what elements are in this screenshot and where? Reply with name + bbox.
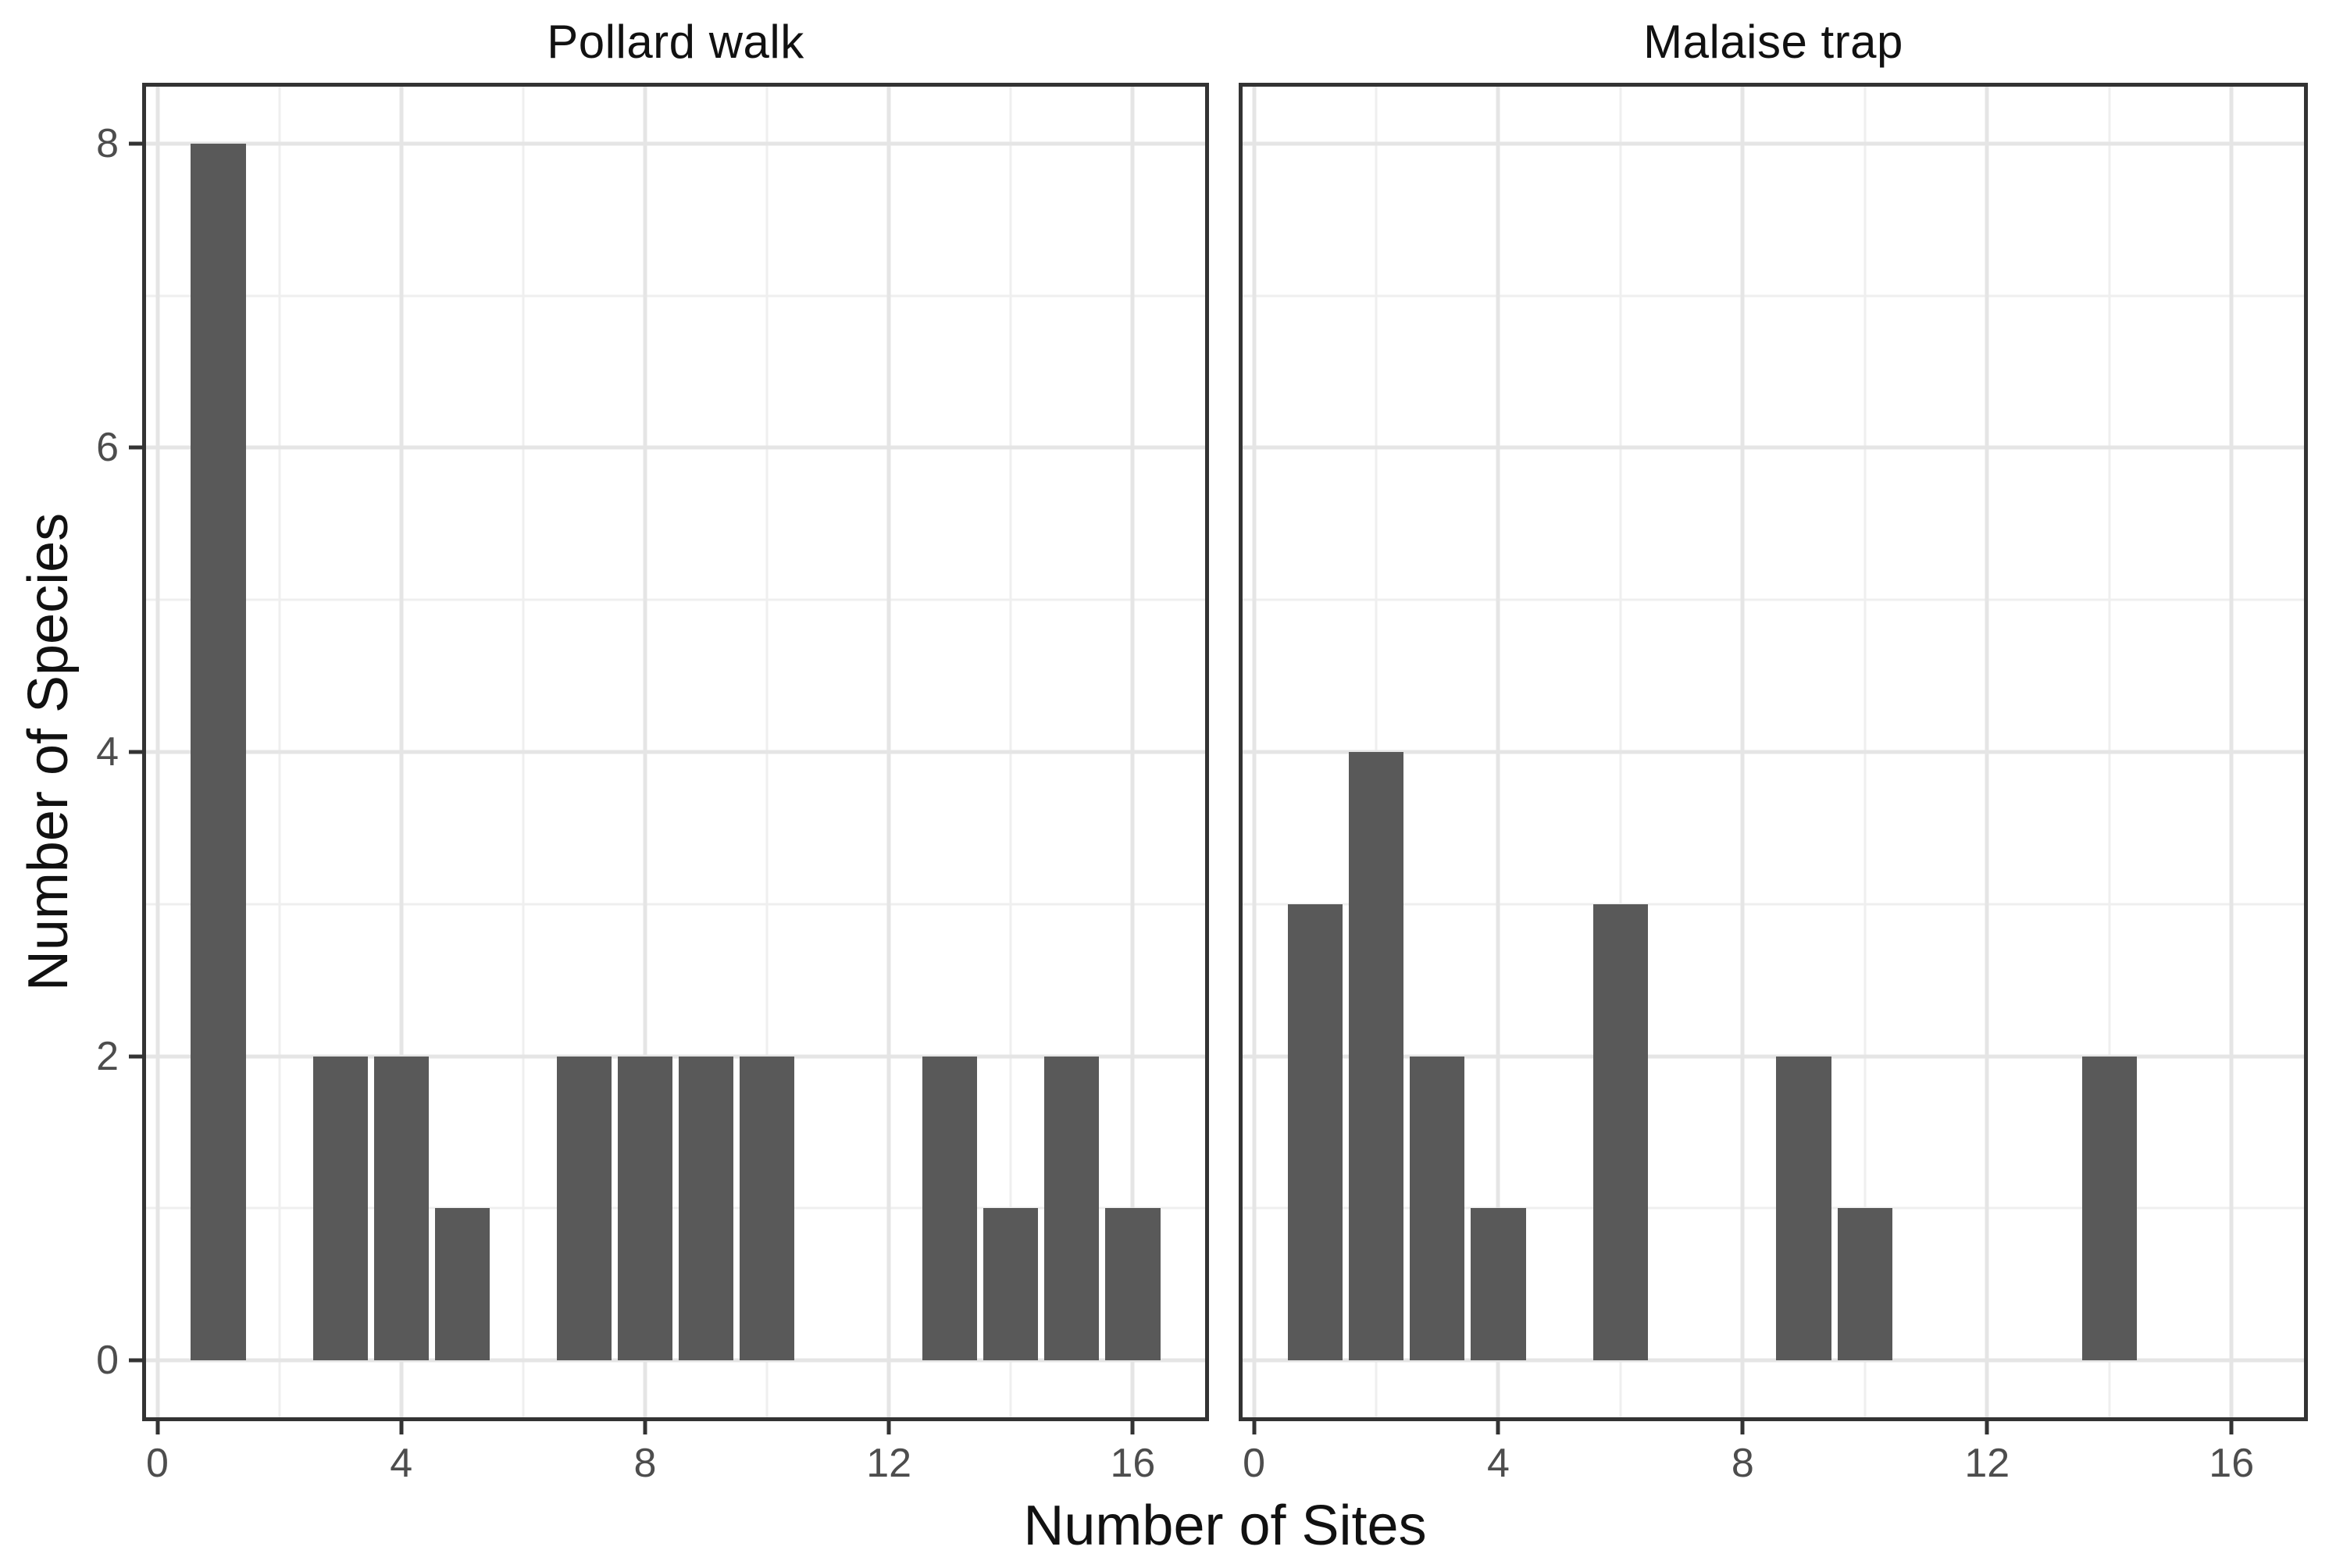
- facet-title-pollard-walk: Pollard walk: [547, 15, 804, 68]
- x-tick-label: 16: [1110, 1441, 1156, 1486]
- y-major-gridline: [142, 1358, 1209, 1363]
- x-tick-label: 16: [2209, 1441, 2255, 1486]
- x-tick-label: 4: [390, 1441, 413, 1486]
- histogram-bar: [1776, 1056, 1831, 1361]
- y-tick-mark: [129, 141, 142, 146]
- x-tick-label: 0: [1243, 1441, 1266, 1486]
- histogram-bar: [191, 143, 246, 1361]
- y-minor-gridline: [1239, 294, 2308, 298]
- plot-panel-malaise-trap: [1239, 83, 2308, 1421]
- y-minor-gridline: [1239, 598, 2308, 601]
- x-axis-malaise-trap: 0 4 8 12 16: [1239, 1421, 2308, 1531]
- y-minor-gridline: [1239, 903, 2308, 906]
- y-tick-label: 2: [96, 1033, 119, 1079]
- histogram-bar: [739, 1056, 795, 1361]
- y-tick-label: 6: [96, 425, 119, 471]
- y-major-gridline: [1239, 1054, 2308, 1059]
- y-tick-mark: [129, 445, 142, 450]
- histogram-bar: [983, 1208, 1039, 1361]
- y-minor-gridline: [142, 903, 1209, 906]
- histogram-bar: [1592, 903, 1649, 1361]
- x-tick-label: 8: [633, 1441, 657, 1486]
- y-major-gridline: [142, 141, 1209, 146]
- y-tick-label: 0: [96, 1338, 119, 1384]
- plot-panel-pollard-walk: [142, 83, 1209, 1421]
- y-major-gridline: [1239, 141, 2308, 146]
- x-tick-mark: [155, 1421, 159, 1434]
- y-tick-mark: [129, 750, 142, 754]
- histogram-bar: [2081, 1056, 2137, 1361]
- x-tick-mark: [1252, 1421, 1257, 1434]
- histogram-bar: [1348, 752, 1404, 1361]
- x-tick-label: 0: [146, 1441, 169, 1486]
- histogram-bar: [678, 1056, 734, 1361]
- y-tick-mark: [129, 1358, 142, 1363]
- y-tick-label: 8: [96, 120, 119, 166]
- x-tick-label: 12: [1964, 1441, 2010, 1486]
- y-major-gridline: [142, 750, 1209, 754]
- y-minor-gridline: [142, 598, 1209, 601]
- histogram-bar: [922, 1056, 978, 1361]
- x-tick-label: 4: [1487, 1441, 1510, 1486]
- histogram-bar: [1471, 1208, 1526, 1361]
- y-minor-gridline: [1239, 1206, 2308, 1210]
- x-tick-mark: [1496, 1421, 1500, 1434]
- histogram-bar: [1105, 1208, 1161, 1361]
- x-axis-pollard-walk: 0 4 8 12 16: [142, 1421, 1209, 1531]
- y-major-gridline: [1239, 1358, 2308, 1363]
- x-tick-mark: [1985, 1421, 1989, 1434]
- y-minor-gridline: [142, 1206, 1209, 1210]
- y-tick-label: 4: [96, 729, 119, 775]
- y-major-gridline: [1239, 445, 2308, 450]
- x-tick-mark: [2229, 1421, 2234, 1434]
- x-tick-label: 8: [1731, 1441, 1754, 1486]
- y-tick-mark: [129, 1054, 142, 1059]
- histogram-bar: [434, 1208, 490, 1361]
- x-tick-mark: [886, 1421, 891, 1434]
- y-axis-title: Number of Species: [17, 512, 80, 992]
- histogram-bar: [617, 1056, 673, 1361]
- histogram-bar: [1410, 1056, 1465, 1361]
- x-tick-mark: [1740, 1421, 1745, 1434]
- x-tick-mark: [643, 1421, 647, 1434]
- histogram-bar: [1287, 903, 1343, 1361]
- y-major-gridline: [142, 1054, 1209, 1059]
- x-tick-mark: [399, 1421, 404, 1434]
- histogram-bar: [1837, 1208, 1893, 1361]
- histogram-bar: [312, 1056, 368, 1361]
- x-axis-title: Number of Sites: [1023, 1495, 1427, 1557]
- x-tick-mark: [1130, 1421, 1135, 1434]
- y-axis: 0 2 4 6 8: [0, 83, 142, 1421]
- x-tick-label: 12: [866, 1441, 912, 1486]
- histogram-bar: [1044, 1056, 1100, 1361]
- y-minor-gridline: [142, 294, 1209, 298]
- histogram-bar: [556, 1056, 612, 1361]
- facet-title-malaise-trap: Malaise trap: [1643, 15, 1903, 68]
- histogram-bar: [373, 1056, 429, 1361]
- y-major-gridline: [142, 445, 1209, 450]
- y-major-gridline: [1239, 750, 2308, 754]
